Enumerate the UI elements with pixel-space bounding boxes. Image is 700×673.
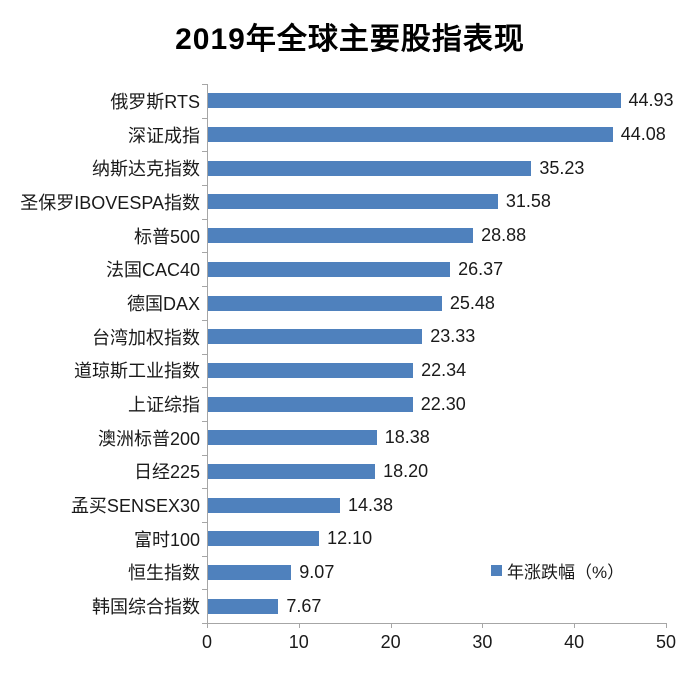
legend: 年涨跌幅（%） <box>491 560 625 582</box>
category-axis-tick <box>202 151 207 153</box>
value-label: 18.38 <box>384 427 430 448</box>
category-axis-tick <box>202 488 207 490</box>
bar <box>208 160 532 176</box>
category-label: 韩国综合指数 <box>92 597 200 618</box>
x-axis-tick-label: 40 <box>564 632 585 652</box>
x-axis-tick-label: 0 <box>201 632 212 652</box>
category-label: 德国DAX <box>126 293 200 314</box>
bar <box>208 93 621 109</box>
value-label: 22.34 <box>421 359 467 380</box>
value-label: 14.38 <box>348 494 394 515</box>
value-label: 12.10 <box>327 528 373 549</box>
category-label: 纳斯达克指数 <box>92 159 200 180</box>
category-label: 富时100 <box>133 529 200 550</box>
x-axis-tick-label: 10 <box>288 632 309 652</box>
value-label: 18.20 <box>383 460 429 481</box>
category-label: 孟买SENSEX30 <box>70 496 200 517</box>
x-axis-tick <box>574 623 576 628</box>
x-axis-tick <box>390 623 392 628</box>
x-axis-tick-label: 50 <box>655 632 677 652</box>
x-axis-tick-label: 20 <box>380 632 401 652</box>
category-label: 日经225 <box>133 462 200 483</box>
x-axis-tick <box>482 623 484 628</box>
x-axis-tick <box>207 623 208 628</box>
value-label: 23.33 <box>430 326 476 347</box>
x-axis-line <box>207 623 666 624</box>
category-label: 澳洲标普200 <box>97 428 200 449</box>
legend-swatch-icon <box>491 564 502 576</box>
category-axis-tick <box>202 387 207 389</box>
category-axis-tick <box>202 218 207 220</box>
category-axis-tick <box>202 117 207 119</box>
value-label: 44.08 <box>620 124 666 144</box>
category-axis-tick <box>202 420 207 422</box>
bar <box>208 430 377 446</box>
category-label: 俄罗斯RTS <box>110 91 200 112</box>
bar <box>208 598 279 614</box>
category-label: 法国CAC40 <box>105 260 200 281</box>
value-label: 9.07 <box>299 562 335 582</box>
category-axis-tick <box>202 84 207 85</box>
category-label: 恒生指数 <box>128 563 200 584</box>
bar <box>208 295 442 311</box>
chart-title: 2019年全球主要股指表现 <box>175 23 525 56</box>
value-label: 44.93 <box>628 90 674 111</box>
value-label: 25.48 <box>449 292 495 313</box>
category-label: 标普500 <box>133 226 200 247</box>
category-label: 道琼斯工业指数 <box>74 361 200 382</box>
value-label: 22.30 <box>420 393 466 414</box>
category-axis-tick <box>202 521 207 523</box>
bar <box>208 228 474 244</box>
x-axis-tick-label: 30 <box>472 632 493 652</box>
category-label: 深证成指 <box>128 125 200 146</box>
bar <box>208 497 340 513</box>
value-label: 35.23 <box>539 157 585 178</box>
x-axis-tick <box>298 623 300 628</box>
legend-label: 年涨跌幅（%） <box>507 562 625 582</box>
bar <box>208 127 613 142</box>
category-axis-tick <box>202 555 207 557</box>
bar <box>208 396 413 412</box>
value-label: 31.58 <box>505 191 551 212</box>
bar <box>208 194 498 210</box>
bar <box>208 565 292 580</box>
category-axis-tick <box>202 319 207 321</box>
category-label: 台湾加权指数 <box>92 327 200 348</box>
bar <box>208 329 423 345</box>
category-axis-tick <box>202 353 207 355</box>
y-axis-line <box>207 84 208 623</box>
bar <box>208 261 451 277</box>
bar <box>208 531 320 547</box>
value-label: 28.88 <box>481 225 527 246</box>
value-label: 7.67 <box>286 595 322 616</box>
category-axis-tick <box>202 454 207 456</box>
x-axis-tick <box>666 623 667 628</box>
category-axis-tick <box>202 252 207 254</box>
category-axis-tick <box>202 623 207 624</box>
category-axis-tick <box>202 589 207 591</box>
category-axis-tick <box>202 286 207 288</box>
bar <box>208 362 414 378</box>
value-label: 26.37 <box>458 258 504 279</box>
category-axis-tick <box>202 185 207 187</box>
category-label: 圣保罗IBOVESPA指数 <box>20 192 200 213</box>
bar <box>208 463 376 479</box>
category-label: 上证综指 <box>128 395 200 416</box>
